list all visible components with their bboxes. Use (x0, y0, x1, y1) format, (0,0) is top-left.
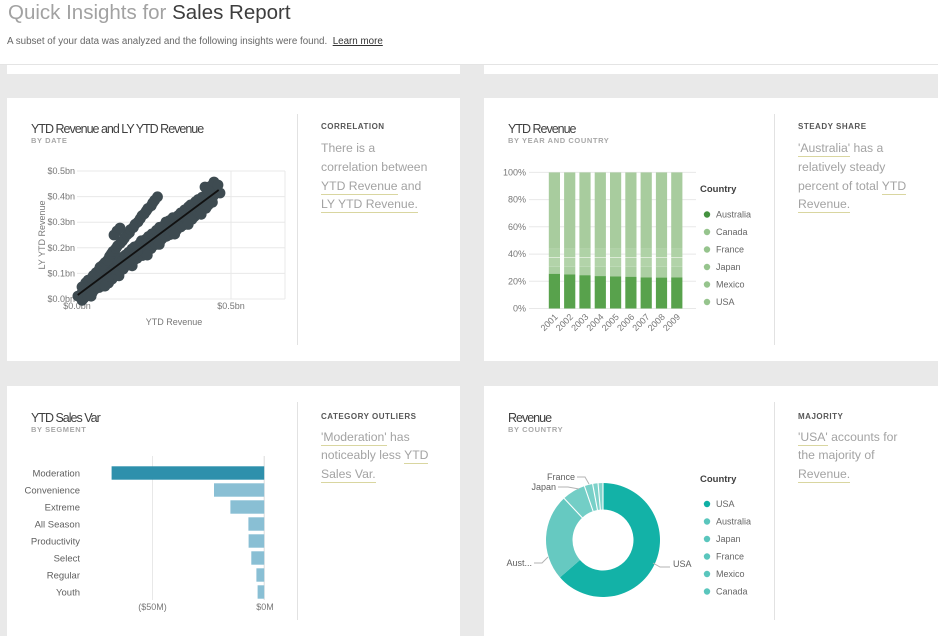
svg-text:Mexico: Mexico (716, 280, 745, 290)
svg-text:$0.0bn: $0.0bn (47, 294, 75, 304)
svg-text:France: France (716, 552, 744, 562)
svg-text:Select: Select (54, 553, 81, 564)
svg-text:0%: 0% (513, 304, 526, 314)
svg-text:$0.4bn: $0.4bn (47, 192, 75, 202)
svg-text:20%: 20% (508, 276, 526, 286)
svg-text:Youth: Youth (56, 587, 80, 598)
svg-text:40%: 40% (508, 249, 526, 259)
svg-text:USA: USA (716, 499, 735, 509)
svg-text:60%: 60% (508, 222, 526, 232)
svg-text:Moderation: Moderation (32, 468, 80, 479)
svg-text:LY YTD Revenue: LY YTD Revenue (37, 200, 47, 269)
svg-text:Japan: Japan (716, 534, 741, 544)
svg-text:Australia: Australia (716, 210, 751, 220)
svg-text:2009: 2009 (661, 312, 682, 333)
svg-text:Japan: Japan (531, 482, 556, 492)
svg-text:Regular: Regular (47, 570, 80, 581)
svg-text:USA: USA (673, 559, 692, 569)
svg-text:Aust...: Aust... (506, 558, 532, 568)
svg-text:$0.0bn: $0.0bn (63, 301, 91, 311)
svg-text:100%: 100% (503, 167, 526, 177)
svg-text:$0.2bn: $0.2bn (47, 243, 75, 253)
svg-text:Convenience: Convenience (25, 485, 80, 496)
svg-text:$0.5bn: $0.5bn (217, 301, 245, 311)
svg-text:France: France (716, 245, 744, 255)
svg-text:Canada: Canada (716, 227, 748, 237)
svg-text:$0M: $0M (256, 602, 274, 612)
svg-text:Country: Country (700, 474, 737, 485)
svg-text:USA: USA (716, 297, 735, 307)
svg-text:Productivity: Productivity (31, 536, 80, 547)
svg-text:Country: Country (700, 184, 737, 195)
svg-text:80%: 80% (508, 195, 526, 205)
svg-text:Mexico: Mexico (716, 569, 745, 579)
svg-text:All Season: All Season (35, 519, 80, 530)
svg-text:($50M): ($50M) (138, 602, 167, 612)
svg-text:YTD Revenue: YTD Revenue (146, 317, 203, 327)
svg-text:Japan: Japan (716, 262, 741, 272)
svg-text:Canada: Canada (716, 587, 748, 597)
svg-text:$0.5bn: $0.5bn (47, 166, 75, 176)
svg-text:$0.3bn: $0.3bn (47, 217, 75, 227)
svg-text:France: France (547, 472, 575, 482)
svg-text:Extreme: Extreme (45, 502, 80, 513)
svg-text:$0.1bn: $0.1bn (47, 268, 75, 278)
svg-text:Australia: Australia (716, 517, 751, 527)
